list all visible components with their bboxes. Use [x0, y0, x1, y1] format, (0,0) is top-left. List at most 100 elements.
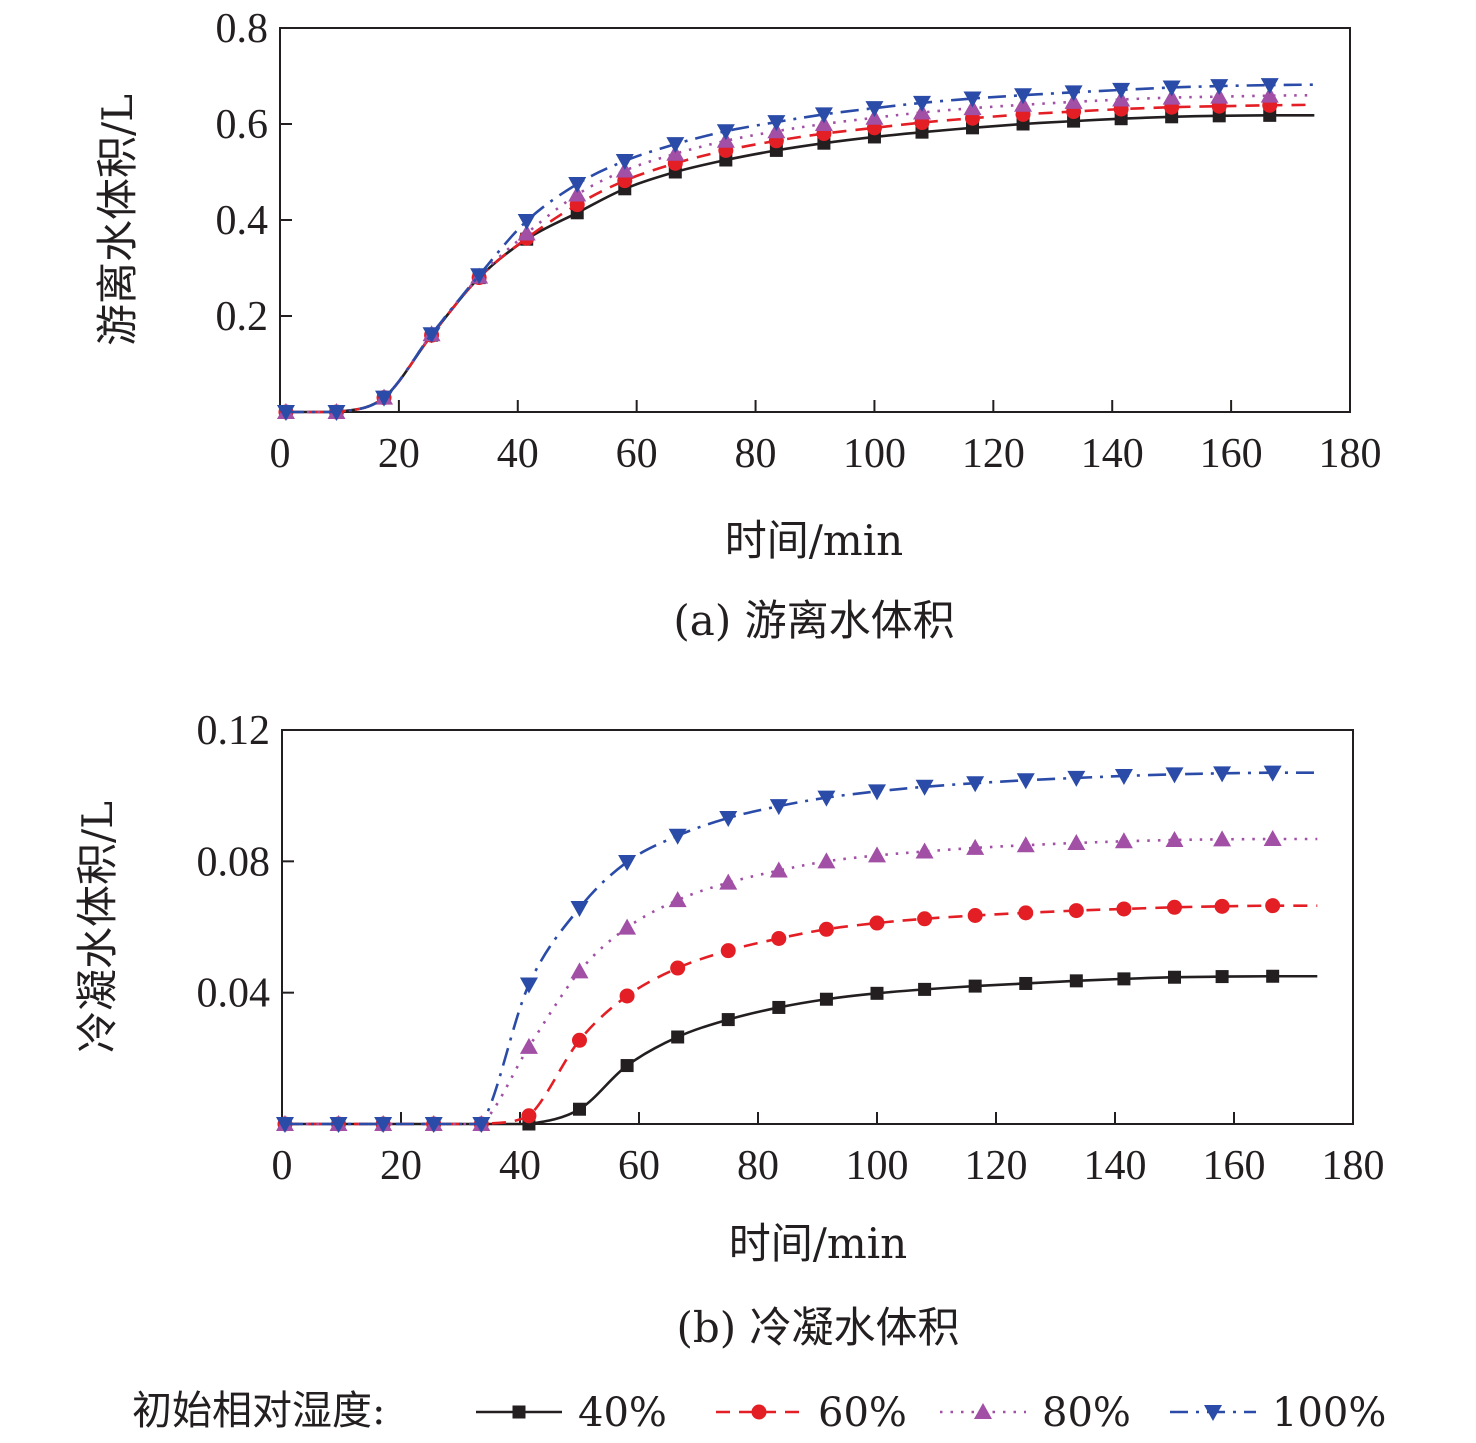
- legend-title: 初始相对湿度:: [132, 1388, 385, 1434]
- chart-a-point-100%: [276, 405, 295, 421]
- chart-a-point-100%: [1210, 79, 1229, 96]
- chart-free-water: 0 20 40 60 80 100 120 140 160 180 0.2 0.4 0.6 0.8 游离水体…: [93, 6, 1382, 477]
- chart-b-point-40%: [968, 979, 982, 993]
- chart-b-point-80%: [1016, 836, 1035, 853]
- chart-a-ytick-label: 0.2: [216, 294, 269, 340]
- chart-b-point-60%: [720, 943, 736, 959]
- chart-b-point-40%: [1117, 972, 1131, 986]
- chart-a-point-100%: [568, 177, 587, 193]
- chart-b-point-100%: [668, 828, 687, 845]
- chart-b-point-40%: [1168, 970, 1181, 984]
- chart-b-xtick-label: 80: [737, 1143, 779, 1189]
- chart-b-point-100%: [1114, 768, 1133, 785]
- chart-a-ytick-label: 0.8: [216, 6, 269, 52]
- chart-b-plot-frame: [281, 729, 1354, 1125]
- chart-a-xtick-label: 80: [735, 431, 777, 477]
- chart-a-point-100%: [615, 153, 634, 170]
- chart-a-series-line-80%: [285, 93, 1315, 414]
- chart-a-series-line-60%: [285, 103, 1315, 414]
- chart-a-point-80%: [1210, 87, 1229, 104]
- chart-b-point-60%: [1116, 901, 1132, 917]
- chart-a-point-80%: [517, 224, 536, 241]
- chart-b-point-100%: [275, 1117, 294, 1133]
- chart-a-point-100%: [375, 390, 394, 407]
- chart-a-point-100%: [814, 107, 833, 124]
- chart-b-ytick-label: 0.12: [197, 708, 271, 754]
- chart-b-point-40%: [819, 992, 833, 1006]
- chart-b-point-60%: [1018, 905, 1034, 921]
- chart-b-xlabel: 时间/min: [729, 1219, 907, 1268]
- chart-a-point-100%: [1112, 82, 1131, 99]
- legend-marker-40%: [512, 1405, 526, 1419]
- chart-b-point-40%: [573, 1102, 586, 1116]
- chart-b-series-line-60%: [284, 904, 1318, 1126]
- chart-b-point-100%: [1067, 770, 1086, 787]
- chart-b-point-40%: [620, 1059, 634, 1073]
- legend-marker-60%: [751, 1404, 767, 1420]
- chart-b-point-40%: [1019, 976, 1033, 990]
- chart-a-point-100%: [963, 91, 982, 108]
- chart-a-caption: (a) 游离水体积: [673, 596, 954, 645]
- legend-label-100%: 100%: [1272, 1390, 1386, 1436]
- chart-b-point-100%: [1213, 766, 1232, 783]
- chart-b-xtick-label: 140: [1084, 1143, 1147, 1189]
- chart-b-point-100%: [374, 1117, 393, 1133]
- legend: 初始相对湿度: 40% 60% 80% 100%: [132, 1388, 1386, 1436]
- chart-b-point-80%: [668, 891, 687, 908]
- chart-a-xtick-label: 160: [1200, 431, 1263, 477]
- chart-b-point-80%: [1263, 830, 1282, 847]
- chart-a-series-line-40%: [285, 114, 1315, 414]
- chart-a-point-100%: [913, 95, 931, 112]
- chart-a-point-100%: [666, 137, 685, 154]
- chart-b-xtick-label: 40: [499, 1143, 541, 1189]
- chart-b-point-80%: [1114, 832, 1133, 849]
- chart-b-point-100%: [472, 1117, 491, 1133]
- chart-b-xtick-label: 20: [380, 1143, 422, 1189]
- chart-b-point-100%: [868, 784, 886, 801]
- chart-a-xtick-label: 140: [1081, 431, 1144, 477]
- chart-b-point-40%: [870, 986, 884, 1000]
- chart-b-ytick-label: 0.04: [197, 971, 271, 1017]
- chart-b-point-80%: [915, 842, 934, 859]
- chart-b-point-80%: [817, 852, 836, 869]
- chart-b-point-60%: [670, 960, 686, 976]
- chart-b-xtick-label: 100: [846, 1143, 909, 1189]
- chart-b-point-60%: [917, 911, 933, 927]
- chart-b-point-100%: [329, 1117, 348, 1133]
- chart-b-point-100%: [424, 1117, 443, 1133]
- chart-b-point-80%: [1213, 830, 1232, 847]
- legend-marker-100%: [1204, 1405, 1222, 1421]
- chart-b-point-40%: [721, 1013, 735, 1027]
- chart-b-point-100%: [570, 900, 589, 917]
- chart-b-point-60%: [869, 915, 885, 931]
- chart-b-point-60%: [818, 921, 834, 937]
- legend-label-60%: 60%: [818, 1390, 907, 1436]
- chart-a-xtick-label: 180: [1319, 431, 1382, 477]
- chart-a-point-80%: [1162, 88, 1181, 105]
- chart-b-point-100%: [618, 854, 637, 871]
- chart-b-point-60%: [1068, 903, 1084, 919]
- chart-b-point-80%: [719, 873, 738, 890]
- chart-a-point-100%: [517, 213, 536, 230]
- chart-b-point-100%: [1165, 767, 1184, 784]
- chart-a-point-100%: [422, 327, 441, 344]
- chart-b-point-40%: [772, 1000, 786, 1014]
- chart-b-point-40%: [671, 1030, 685, 1044]
- chart-b-ytick-label: 0.08: [197, 839, 271, 885]
- chart-b-series-line-40%: [284, 974, 1318, 1126]
- chart-b-xtick-label: 120: [965, 1143, 1028, 1189]
- chart-b-point-100%: [966, 776, 985, 793]
- chart-a-point-80%: [568, 185, 587, 202]
- chart-b-point-60%: [771, 930, 787, 946]
- chart-a-ytick-label: 0.4: [216, 198, 269, 244]
- chart-b-point-80%: [570, 962, 589, 979]
- chart-b-point-40%: [1215, 970, 1229, 984]
- chart-b-xtick-label: 60: [618, 1143, 660, 1189]
- chart-b-point-100%: [769, 799, 788, 816]
- chart-a-xlabel: 时间/min: [725, 516, 903, 565]
- chart-b-point-60%: [967, 908, 983, 924]
- chart-b-point-100%: [1016, 773, 1035, 790]
- chart-b-point-60%: [1167, 899, 1182, 915]
- chart-b-point-40%: [918, 982, 932, 996]
- chart-b-point-100%: [1263, 765, 1282, 782]
